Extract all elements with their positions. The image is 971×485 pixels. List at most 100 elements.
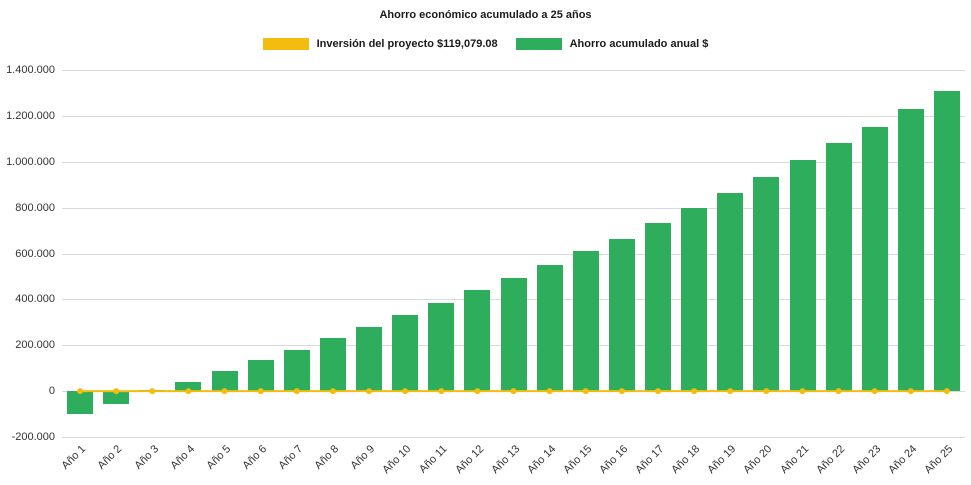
x-axis-label: Año 18 [669, 443, 703, 477]
line-marker [727, 388, 734, 395]
bar [500, 277, 527, 392]
x-axis-label: Año 1 [59, 443, 89, 472]
x-axis-label: Año 24 [886, 443, 920, 477]
chart-title: Ahorro económico acumulado a 25 años [379, 9, 592, 21]
x-axis-label: Año 3 [131, 443, 161, 472]
line-marker [907, 388, 914, 395]
x-axis-label: Año 17 [633, 443, 667, 477]
x-axis-label: Año 21 [777, 443, 811, 477]
gridline [62, 253, 965, 255]
line-marker [221, 388, 228, 395]
line-marker [510, 388, 517, 395]
legend-item-investment: Inversión del proyecto $119,079.08 [262, 38, 498, 50]
line-marker [618, 388, 625, 395]
line-marker [691, 388, 698, 395]
bar [645, 222, 671, 392]
legend-label-investment: Inversión del proyecto $119,079.08 [316, 38, 498, 50]
bar [933, 90, 960, 392]
legend-swatch-investment [262, 38, 309, 50]
bar [211, 370, 238, 392]
line-marker [835, 388, 842, 395]
bar [717, 192, 744, 392]
bar [681, 207, 708, 392]
y-axis-label: 800.000 [15, 201, 55, 214]
x-axis-label: Año 8 [312, 443, 342, 472]
x-axis-label: Año 19 [705, 443, 739, 477]
line-marker [77, 388, 84, 395]
line-marker [149, 388, 156, 395]
line-marker [799, 388, 806, 395]
x-axis-label: Año 9 [348, 443, 378, 472]
investment-line [77, 388, 950, 395]
legend-swatch-savings [515, 38, 562, 50]
bar [825, 143, 852, 392]
line-marker [113, 388, 120, 395]
bar [175, 381, 202, 392]
x-axis-label: Año 22 [813, 443, 848, 477]
y-axis-label: 0 [48, 385, 55, 398]
line-marker [293, 388, 300, 395]
x-axis-label: Año 23 [850, 443, 884, 477]
bar [283, 349, 310, 392]
bar [536, 265, 563, 392]
x-axis-label: Año 5 [204, 443, 233, 472]
x-axis-label: Año 14 [524, 443, 559, 477]
plot-area [62, 70, 965, 438]
bar [753, 176, 780, 392]
line-marker [655, 388, 661, 395]
bar [319, 338, 346, 392]
bar [428, 302, 455, 392]
x-axis-label: Año 12 [452, 443, 486, 477]
gridline [62, 437, 965, 438]
x-axis-label: Año 6 [240, 443, 270, 472]
x-axis-label: Año 16 [597, 443, 631, 477]
y-axis-label: 200.000 [15, 339, 55, 352]
bar [608, 238, 635, 392]
gridline [62, 207, 965, 209]
line-marker [366, 388, 372, 395]
x-axis-label: Año 25 [922, 443, 956, 477]
line-marker [582, 388, 589, 395]
gridline [62, 161, 965, 163]
line-marker [185, 388, 192, 395]
line-marker [763, 388, 770, 395]
legend-item-savings: Ahorro acumulado anual $ [515, 38, 709, 50]
line-marker [546, 388, 553, 395]
line-marker [943, 388, 950, 395]
gridline [62, 70, 965, 71]
line-marker [871, 388, 878, 395]
line-marker [474, 388, 481, 395]
bar [861, 127, 888, 392]
line-marker [257, 388, 264, 395]
gridline [62, 115, 965, 117]
bar [789, 159, 816, 392]
line-marker [329, 388, 336, 395]
x-axis-label: Año 15 [561, 443, 595, 477]
y-axis-label: -200.000 [11, 431, 55, 443]
x-axis-label: Año 13 [488, 443, 522, 477]
y-axis-label: 600.000 [15, 247, 55, 260]
bar [67, 391, 94, 414]
x-axis-label: Año 11 [417, 443, 450, 476]
bar [464, 290, 491, 392]
bar [392, 315, 419, 392]
bar [897, 109, 924, 392]
y-axis-label: 400.000 [15, 293, 55, 306]
x-axis-label: Año 7 [276, 443, 306, 472]
line-marker [402, 388, 409, 395]
bar [572, 251, 599, 392]
legend: Inversión del proyecto $119,079.08 Ahorr… [0, 38, 971, 50]
legend-label-savings: Ahorro acumulado anual $ [569, 38, 709, 50]
bar [356, 326, 382, 392]
line-marker [438, 388, 445, 395]
y-axis-label: 1.000.000 [6, 155, 55, 168]
bar [247, 360, 274, 392]
y-axis-label: 1.200.000 [6, 109, 55, 122]
x-axis-label: Año 20 [741, 443, 775, 477]
y-axis-label: 1.400.000 [6, 64, 55, 76]
bar [103, 391, 130, 404]
x-axis-label: Año 4 [168, 443, 197, 472]
x-axis-label: Año 2 [95, 443, 125, 472]
x-axis-label: Año 10 [380, 443, 414, 477]
